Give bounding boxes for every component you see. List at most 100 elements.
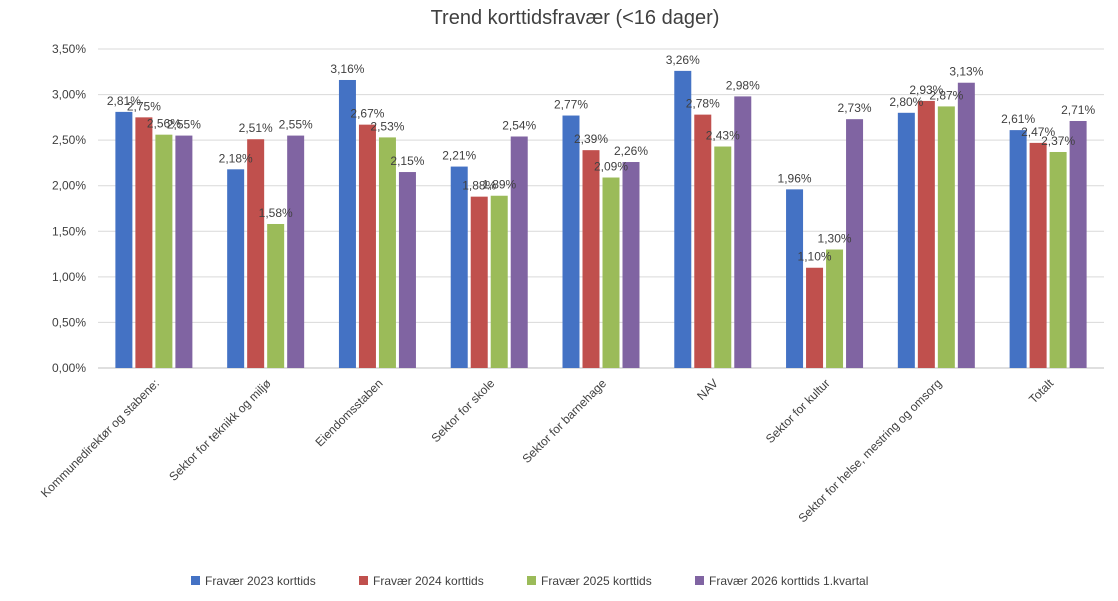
data-label: 1,88% [462, 179, 496, 193]
data-label: 1,96% [778, 171, 812, 185]
data-label: 2,81% [107, 94, 141, 108]
legend-swatch [359, 576, 368, 585]
bar [398, 172, 416, 368]
bar [227, 169, 245, 368]
data-label: 2,21% [442, 149, 476, 163]
bar [826, 249, 844, 368]
data-label: 1,89% [482, 178, 516, 192]
data-label: 2,37% [1041, 134, 1075, 148]
data-label: 1,10% [798, 250, 832, 264]
chart-title: Trend korttidsfravær (<16 dager) [431, 7, 720, 29]
y-tick-label: 3,00% [52, 88, 86, 102]
labels-layer: 2,81%2,75%2,56%2,55%2,18%2,51%1,58%2,55%… [107, 53, 1096, 264]
grid-layer: 0,00% 0,50% 1,00% 1,50% 2,00% 2,50% 3,00% 3,50% [52, 42, 1104, 375]
bar [358, 124, 376, 368]
bar [490, 195, 508, 368]
bar [115, 111, 133, 368]
legend-swatch [695, 576, 704, 585]
data-label: 2,26% [614, 144, 648, 158]
bar [175, 135, 193, 368]
bar [937, 106, 955, 369]
category-label: Sektor for kultur [763, 376, 833, 446]
bar [1069, 121, 1087, 368]
data-label: 2,80% [889, 95, 923, 109]
bar [694, 114, 712, 368]
bar [378, 137, 396, 368]
data-label: 1,58% [259, 206, 293, 220]
legend-swatch [527, 576, 536, 585]
data-label: 2,75% [127, 99, 161, 113]
category-label: NAV [694, 376, 721, 403]
data-label: 2,43% [706, 129, 740, 143]
data-label: 2,55% [279, 118, 313, 132]
data-label: 2,54% [502, 118, 536, 132]
data-label: 2,55% [167, 118, 201, 132]
bar [734, 96, 752, 368]
legend-label: Fravær 2025 korttids [541, 574, 652, 588]
data-label: 2,71% [1061, 103, 1095, 117]
bar [470, 196, 488, 368]
data-label: 2,78% [686, 97, 720, 111]
data-label: 2,09% [594, 160, 628, 174]
data-label: 2,98% [726, 78, 760, 92]
category-label: Sektor for teknikk og miljø [166, 376, 274, 484]
category-label: Sektor for barnehage [519, 376, 609, 466]
bar [582, 150, 600, 368]
data-label: 2,73% [838, 101, 872, 115]
data-label: 2,53% [370, 119, 404, 133]
bar [674, 70, 692, 369]
data-label: 1,30% [818, 232, 852, 246]
bar [806, 267, 824, 368]
bar [1029, 142, 1047, 368]
y-tick-label: 1,00% [52, 270, 86, 284]
data-label: 2,93% [909, 83, 943, 97]
legend-label: Fravær 2024 korttids [373, 574, 484, 588]
data-label: 2,18% [219, 151, 253, 165]
data-label: 2,15% [390, 154, 424, 168]
data-label: 3,16% [330, 62, 364, 76]
bar [155, 134, 173, 368]
bar [450, 166, 468, 368]
category-label: Sektor for skole [428, 376, 497, 445]
bars-layer [115, 70, 1087, 369]
bar [287, 135, 305, 368]
bar [1049, 151, 1067, 368]
y-tick-label: 1,50% [52, 224, 86, 238]
y-tick-label: 3,50% [52, 42, 86, 56]
data-label: 2,39% [574, 132, 608, 146]
bar [714, 146, 732, 368]
bar [510, 136, 528, 368]
data-label: 2,61% [1001, 112, 1035, 126]
bar [786, 189, 804, 368]
category-label: Eiendomsstaben [312, 376, 385, 449]
bar [338, 79, 356, 368]
legend: Fravær 2023 korttids Fravær 2024 korttids… [191, 574, 868, 588]
bar [846, 119, 864, 369]
bar [917, 100, 935, 369]
category-labels: Kommunedirektør og stabene: Sektor for te… [38, 376, 1057, 526]
data-label: 2,56% [147, 117, 181, 131]
y-tick-label: 2,50% [52, 133, 86, 147]
data-label: 2,47% [1021, 125, 1055, 139]
category-label: Kommunedirektør og stabene: [38, 376, 162, 500]
legend-label: Fravær 2026 korttids 1.kvartal [709, 574, 868, 588]
y-tick-label: 2,00% [52, 179, 86, 193]
data-label: 2,67% [350, 107, 384, 121]
bar [897, 112, 915, 368]
data-label: 2,77% [554, 98, 588, 112]
legend-swatch [191, 576, 200, 585]
data-label: 3,13% [949, 65, 983, 79]
bar [247, 139, 265, 368]
bar [135, 117, 153, 368]
data-label: 3,26% [666, 53, 700, 67]
category-label: Totalt [1026, 376, 1057, 407]
legend-label: Fravær 2023 korttids [205, 574, 316, 588]
bar [267, 223, 285, 368]
y-tick-label: 0,00% [52, 361, 86, 375]
bar [622, 162, 640, 368]
bar [1009, 130, 1027, 368]
data-label: 2,87% [929, 88, 963, 102]
y-tick-label: 0,50% [52, 315, 86, 329]
